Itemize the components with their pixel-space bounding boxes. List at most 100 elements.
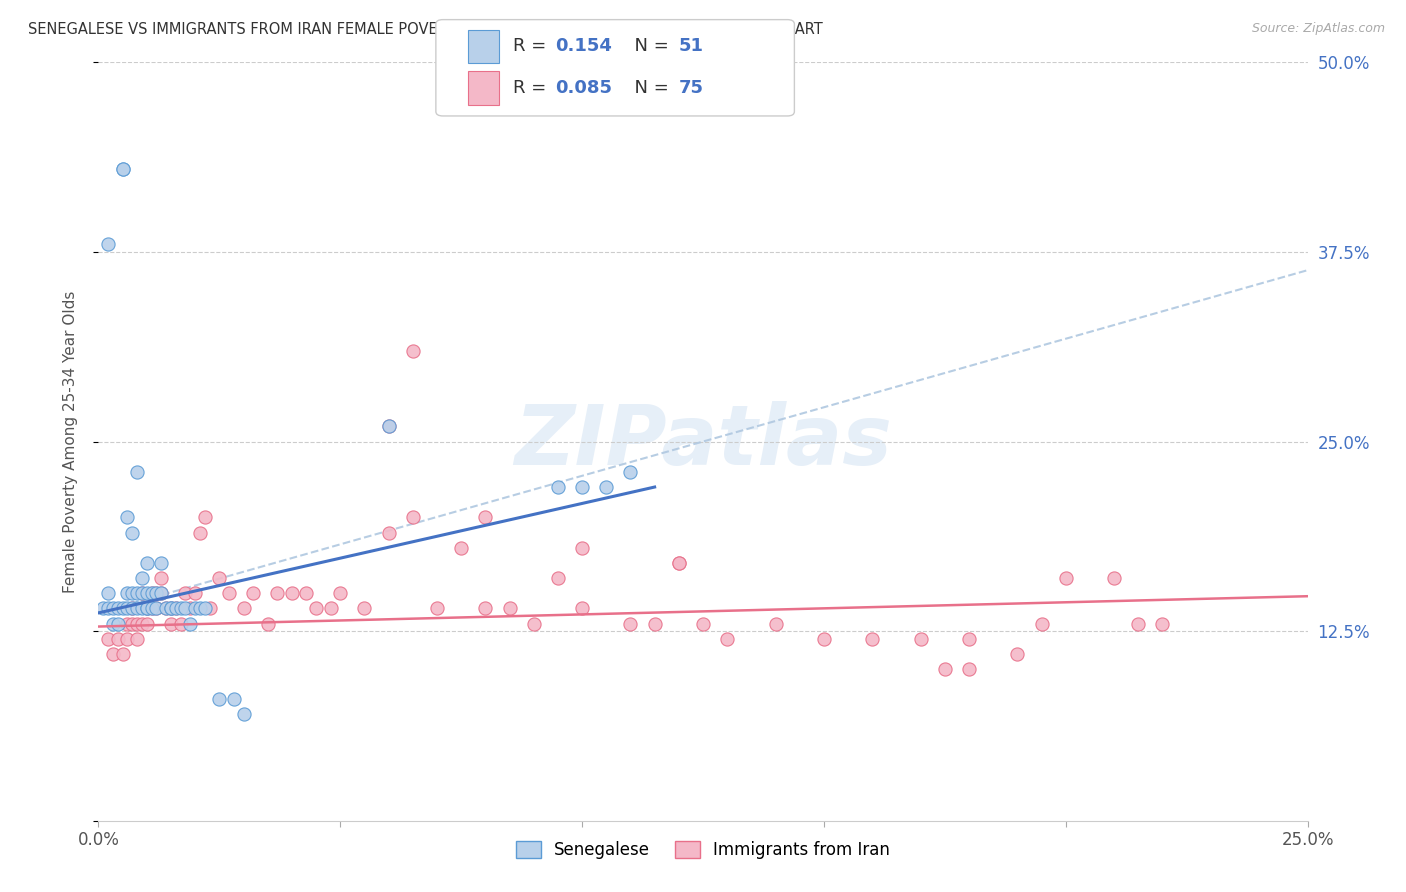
Point (107, 616, 129, 631)
Point (97, 237, 120, 252)
Point (121, 586, 143, 600)
Point (97, 586, 120, 600)
Point (426, 601, 449, 615)
Point (377, 419, 399, 434)
Point (141, 586, 163, 600)
Point (97, 601, 120, 615)
Point (1007, 647, 1029, 661)
Point (619, 465, 641, 479)
Point (131, 586, 153, 600)
Point (222, 692, 245, 706)
Point (1054, 571, 1077, 585)
Point (145, 601, 167, 615)
Text: N =: N = (623, 37, 675, 55)
Point (179, 616, 201, 631)
Point (160, 601, 183, 615)
Point (117, 616, 139, 631)
Text: ZIPatlas: ZIPatlas (515, 401, 891, 482)
Point (571, 480, 593, 494)
Point (218, 586, 240, 600)
Point (135, 601, 157, 615)
Point (131, 601, 153, 615)
Point (135, 556, 157, 570)
Point (131, 616, 153, 631)
Point (145, 601, 167, 615)
Point (107, 632, 129, 646)
Point (668, 556, 690, 570)
Point (377, 525, 399, 540)
Point (188, 601, 211, 615)
Point (91, 601, 114, 615)
Point (150, 586, 173, 600)
Point (377, 419, 399, 434)
Point (111, 647, 134, 661)
Point (135, 601, 157, 615)
Point (150, 556, 173, 570)
Point (910, 632, 932, 646)
Point (155, 601, 177, 615)
Point (107, 601, 129, 615)
Text: 0.085: 0.085 (555, 78, 613, 96)
Point (150, 586, 173, 600)
Point (208, 692, 231, 706)
Point (474, 510, 496, 524)
Point (121, 525, 143, 540)
Point (117, 632, 139, 646)
Point (498, 601, 520, 615)
Point (155, 601, 177, 615)
Point (160, 601, 183, 615)
Point (169, 616, 191, 631)
Point (860, 632, 883, 646)
Point (571, 601, 593, 615)
Point (131, 571, 153, 585)
Point (169, 601, 191, 615)
Point (765, 616, 787, 631)
Point (179, 601, 201, 615)
Point (160, 616, 183, 631)
Point (353, 601, 375, 615)
Point (232, 601, 254, 615)
Point (242, 586, 264, 600)
Point (117, 601, 139, 615)
Point (319, 601, 342, 615)
Point (174, 586, 197, 600)
Point (174, 601, 197, 615)
Point (117, 586, 139, 600)
Point (208, 571, 231, 585)
Point (184, 586, 207, 600)
Point (135, 586, 157, 600)
Point (101, 647, 124, 661)
Point (111, 601, 134, 615)
Legend: Senegalese, Immigrants from Iran: Senegalese, Immigrants from Iran (509, 834, 897, 865)
Point (934, 662, 956, 676)
Point (97, 632, 120, 646)
Point (813, 632, 835, 646)
Point (281, 586, 304, 600)
Point (121, 616, 143, 631)
Point (402, 510, 425, 524)
Point (329, 586, 352, 600)
Point (184, 601, 207, 615)
Point (716, 632, 738, 646)
Point (141, 601, 163, 615)
Point (1102, 571, 1125, 585)
Point (194, 601, 217, 615)
Point (141, 586, 163, 600)
Point (145, 586, 167, 600)
Point (127, 465, 149, 479)
Y-axis label: Female Poverty Among 25-34 Year Olds: Female Poverty Among 25-34 Year Olds (63, 291, 77, 592)
Point (131, 586, 153, 600)
Text: N =: N = (623, 78, 675, 96)
Point (121, 601, 143, 615)
Text: 51: 51 (679, 37, 704, 55)
Text: R =: R = (513, 37, 553, 55)
Point (101, 616, 124, 631)
Point (141, 601, 163, 615)
Point (165, 601, 187, 615)
Point (571, 541, 593, 555)
Point (198, 601, 221, 615)
Point (135, 601, 157, 615)
Point (101, 601, 124, 615)
Point (619, 616, 641, 631)
Point (121, 601, 143, 615)
